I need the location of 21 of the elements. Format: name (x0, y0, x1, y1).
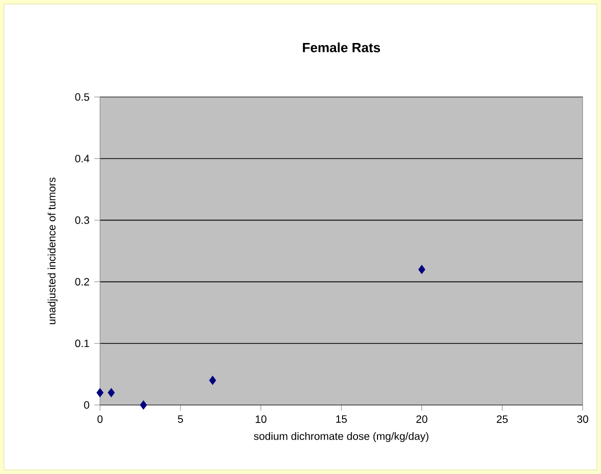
x-tick-label: 30 (577, 415, 588, 423)
y-tick-label: 0.2 (75, 278, 90, 286)
point (140, 400, 147, 410)
y-tick-label: 0.4 (75, 154, 90, 162)
x-axis-title: sodium dichromate dose (mg/kg/day) (254, 432, 428, 442)
point (418, 264, 426, 274)
point (108, 388, 115, 398)
y-tick-label: 0.3 (75, 216, 90, 224)
x-tick-label: 15 (336, 415, 347, 423)
x-tick-label: 20 (416, 415, 428, 423)
x-tick-label: 10 (256, 415, 266, 423)
point (209, 376, 216, 385)
y-axis-title: unadjusted incidence of tumors (48, 178, 58, 324)
x-tick-label: 5 (178, 415, 183, 423)
y-tick-label: 0.1 (75, 340, 90, 348)
x-tick-label: 25 (496, 415, 508, 423)
y-tick-label: 0.5 (75, 93, 90, 101)
point (96, 388, 104, 398)
chart-title: Female Rats (302, 42, 380, 52)
x-tick-label: 0 (97, 415, 103, 423)
y-tick-label: 0 (84, 401, 90, 409)
